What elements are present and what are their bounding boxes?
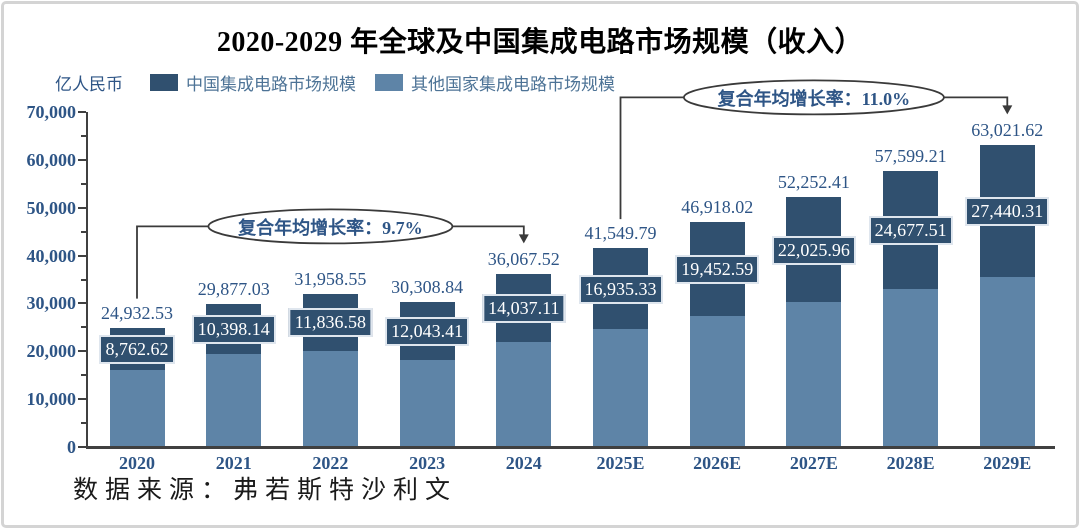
y-axis-minor-tick (81, 326, 86, 329)
y-axis-tick (78, 398, 86, 401)
bar-segment-other (593, 329, 648, 447)
china-value-label: 24,677.51 (868, 216, 953, 246)
legend-swatch-others (375, 74, 403, 91)
cagr-annotation-label-2: 复合年均增长率：11.0% (717, 89, 911, 110)
y-axis-tick-label: 60,000 (26, 149, 77, 170)
y-axis-tick (78, 111, 86, 113)
y-axis-line (86, 112, 88, 449)
y-axis-tick-label: 70,000 (26, 102, 77, 122)
total-value-label: 31,958.55 (294, 269, 367, 290)
china-value-label: 8,762.62 (99, 334, 175, 364)
y-axis-tick (78, 350, 86, 353)
bar-segment-other (979, 276, 1035, 447)
total-value-label: 63,021.62 (971, 120, 1044, 141)
legend-item-china: 中国集成电路市场规模 (150, 70, 356, 95)
y-axis-minor-tick (81, 374, 86, 377)
china-value-label: 11,836.58 (288, 308, 373, 338)
legend: 中国集成电路市场规模 其他国家集成电路市场规模 (150, 70, 634, 95)
legend-label-others: 其他国家集成电路市场规模 (411, 75, 615, 94)
y-axis-tick (78, 302, 86, 305)
x-axis-label: 2024 (505, 453, 542, 473)
x-axis-label: 2026E (693, 453, 742, 473)
y-axis-tick-label: 0 (67, 437, 76, 457)
y-axis-tick (78, 158, 86, 161)
chart-title: 2020-2029 年全球及中国集成电路市场规模（收入） (216, 27, 864, 58)
bar-segment-other (496, 341, 552, 447)
source-note: 数据来源：弗若斯特沙利文 (73, 477, 458, 504)
x-axis-label: 2023 (409, 453, 446, 473)
x-axis-label: 2020 (119, 453, 155, 473)
y-axis-tick-label: 10,000 (26, 389, 77, 410)
y-axis-tick-label: 50,000 (26, 197, 77, 218)
total-value-label: 46,918.02 (681, 197, 754, 218)
total-value-label: 30,308.84 (391, 276, 464, 297)
x-axis-label: 2027E (789, 453, 838, 473)
bar-segment-other (206, 353, 262, 447)
china-value-label: 22,025.96 (771, 235, 856, 265)
y-axis-unit-label: 亿人民币 (55, 75, 123, 94)
china-value-label: 14,037.11 (482, 293, 566, 323)
china-value-label: 27,440.31 (965, 197, 1050, 227)
bar-segment-other (302, 350, 358, 447)
china-value-label: 16,935.33 (578, 274, 663, 304)
y-axis-tick (78, 254, 86, 257)
cagr-arrowhead-1 (518, 234, 529, 244)
bar-segment-other (883, 289, 939, 447)
total-value-label: 36,067.52 (487, 249, 560, 270)
total-value-label: 41,549.79 (584, 223, 657, 244)
total-value-label: 29,877.03 (197, 279, 270, 300)
x-axis-label: 2029E (983, 453, 1032, 473)
china-value-label: 19,452.59 (675, 255, 760, 284)
x-axis-line (86, 446, 1055, 449)
y-axis-tick-label: 30,000 (26, 293, 77, 314)
y-axis-minor-tick (81, 278, 86, 281)
cagr-annotation-label-1: 复合年均增长率：9.7% (238, 218, 423, 239)
cagr-arrowhead-2 (1002, 105, 1013, 115)
y-axis-minor-tick (81, 422, 86, 425)
x-axis-label: 2025E (596, 453, 645, 473)
total-value-label: 52,252.41 (777, 171, 850, 192)
x-axis-label: 2022 (312, 453, 349, 473)
y-axis-minor-tick (81, 134, 86, 137)
total-value-label: 57,599.21 (874, 146, 947, 167)
x-axis-label: 2028E (886, 453, 935, 473)
y-axis-tick-label: 20,000 (26, 341, 77, 362)
bar-segment-other (109, 369, 165, 447)
bar-segment-other (786, 302, 842, 447)
legend-swatch-china (150, 74, 178, 91)
legend-item-others: 其他国家集成电路市场规模 (375, 70, 615, 95)
bar-segment-other (399, 359, 455, 447)
bar-segment-other (689, 315, 745, 447)
china-value-label: 12,043.41 (385, 316, 470, 346)
total-value-label: 24,932.53 (101, 302, 173, 323)
y-axis-tick-label: 40,000 (26, 245, 77, 266)
y-axis-minor-tick (81, 230, 86, 233)
x-axis-label: 2021 (215, 453, 252, 473)
y-axis-tick (78, 446, 86, 448)
china-value-label: 10,398.14 (191, 314, 276, 344)
legend-label-china: 中国集成电路市场规模 (186, 75, 356, 94)
y-axis-minor-tick (81, 182, 86, 185)
y-axis-tick (78, 206, 86, 209)
